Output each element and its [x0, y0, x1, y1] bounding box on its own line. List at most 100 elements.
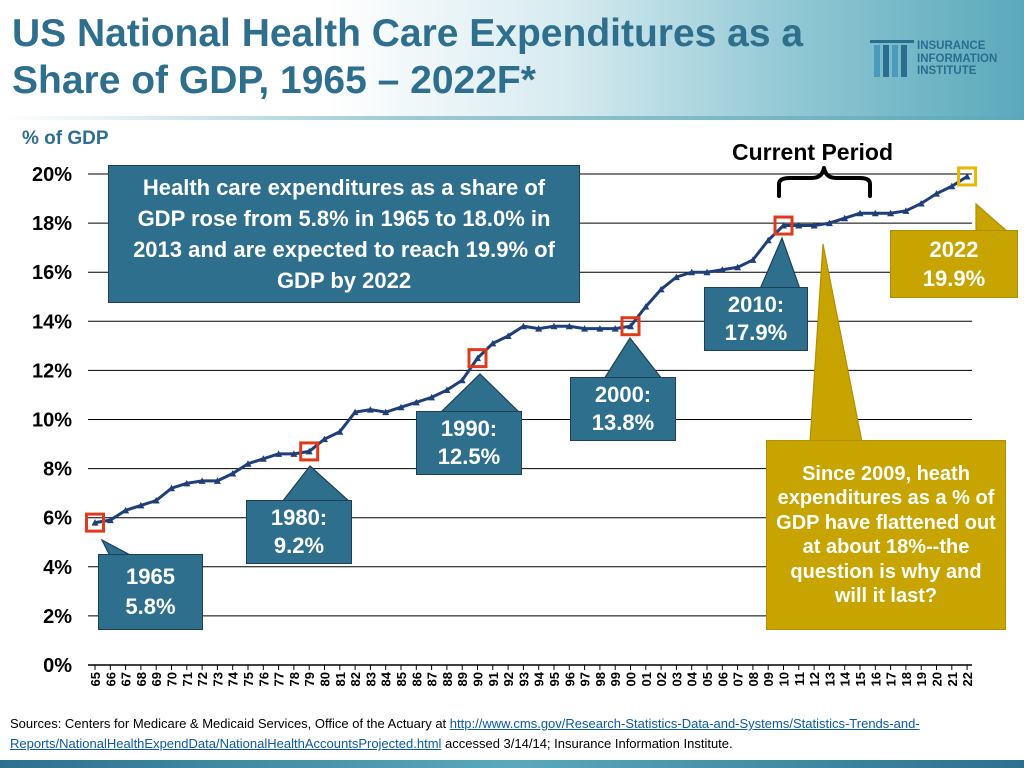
x-tick-label: 74 — [226, 671, 241, 686]
x-tick-label: 16 — [868, 672, 883, 686]
x-tick-label: 91 — [486, 672, 501, 686]
callout-1965-year: 1965 — [126, 564, 175, 589]
x-tick-label: 03 — [669, 672, 684, 686]
x-tick-label: 87 — [425, 672, 440, 686]
x-tick-label: 05 — [700, 672, 715, 686]
callout-1990-year: 1990: — [440, 416, 498, 441]
x-tick-label: 11 — [792, 672, 807, 686]
highlight-square — [299, 441, 320, 462]
logo-line: INFORMATION — [917, 52, 998, 65]
x-tick-label: 69 — [149, 672, 164, 686]
data-point — [871, 209, 879, 217]
callout-2010: 2010: 17.9% — [704, 287, 808, 351]
x-tick-label: 10 — [777, 672, 792, 686]
x-tick-label: 77 — [272, 672, 287, 686]
logo-text: INSURANCE INFORMATION INSTITUTE — [917, 40, 997, 78]
callout-2022-year: 2022 — [929, 237, 979, 262]
data-point — [275, 450, 283, 457]
callout-1980-value: 9.2% — [273, 533, 325, 558]
x-tick-label: 81 — [333, 672, 348, 686]
callout-2010-pointer — [759, 236, 801, 290]
callout-2010-year: 2010: — [727, 292, 785, 317]
highlight-square — [773, 215, 794, 236]
header-band — [0, 0, 1024, 118]
x-tick-label: 08 — [746, 672, 761, 686]
note-callout-text: Since 2009, heath expenditures as a % of… — [776, 462, 996, 608]
x-tick-label: 89 — [455, 672, 470, 686]
callout-1965: 1965 5.8% — [98, 554, 203, 630]
x-tick-label: 83 — [363, 672, 378, 686]
x-tick-label: 82 — [348, 672, 363, 686]
callout-1980-pointer — [280, 465, 352, 503]
x-tick-label: 88 — [440, 672, 455, 686]
data-point — [627, 322, 634, 330]
data-point — [734, 263, 742, 271]
x-tick-label: 65 — [88, 672, 103, 686]
sources-note: Sources: Centers for Medicare & Medicaid… — [10, 714, 1020, 754]
callout-2000: 2000: 13.8% — [570, 377, 676, 441]
x-tick-label: 95 — [547, 672, 562, 686]
sources-suffix: accessed 3/14/14; Insurance Information … — [441, 736, 733, 751]
x-tick-label: 07 — [731, 672, 746, 686]
data-point — [703, 268, 711, 276]
x-tick-label: 12 — [807, 672, 822, 686]
logo-line: INSURANCE — [917, 40, 986, 52]
data-point — [213, 477, 221, 484]
x-tick-label: 84 — [379, 671, 394, 686]
highlight-square — [620, 316, 641, 337]
data-point — [657, 285, 665, 293]
x-tick-label: 04 — [685, 671, 700, 686]
data-point — [474, 354, 481, 362]
y-tick-label: 14% — [32, 311, 72, 333]
y-tick-label: 12% — [32, 360, 72, 382]
x-tick-label: 96 — [562, 672, 577, 686]
data-point — [152, 497, 160, 504]
x-tick-label: 22 — [960, 672, 975, 686]
x-tick-label: 75 — [241, 672, 256, 686]
highlight-square — [957, 166, 978, 187]
x-tick-label: 97 — [578, 672, 593, 686]
x-tick-label: 68 — [134, 672, 149, 686]
y-tick-label: 16% — [32, 262, 72, 284]
callout-2010-value: 17.9% — [724, 320, 788, 345]
data-point — [718, 266, 726, 273]
callout-2000-value: 13.8% — [591, 410, 655, 435]
data-point — [336, 428, 344, 435]
callout-2000-pointer — [602, 336, 664, 380]
sources-prefix: Sources: Centers for Medicare & Medicaid… — [10, 716, 450, 731]
data-point — [887, 209, 895, 217]
data-point — [137, 501, 145, 509]
y-tick-label: 10% — [32, 410, 72, 432]
data-point — [933, 190, 940, 197]
data-point — [963, 172, 971, 180]
x-tick-label: 72 — [195, 672, 210, 686]
data-point — [397, 403, 405, 411]
data-point — [366, 406, 374, 413]
sources-link[interactable]: http://www.cms.gov/Research-Statistics-D… — [10, 716, 920, 751]
x-tick-label: 18 — [899, 672, 914, 686]
highlight-square — [85, 512, 105, 533]
data-point — [412, 398, 420, 406]
data-point — [565, 322, 573, 330]
callout-1980-year: 1980: — [270, 505, 328, 530]
callout-1965-value: 5.8% — [125, 594, 176, 619]
current-period-bracket — [777, 166, 872, 198]
x-tick-label: 78 — [287, 672, 302, 686]
y-tick-label: 20% — [32, 164, 72, 186]
data-point — [856, 209, 864, 217]
data-point — [917, 199, 925, 207]
x-tick-label: 70 — [165, 672, 180, 686]
data-point — [948, 182, 956, 190]
data-point — [122, 506, 130, 514]
x-tick-label: 92 — [501, 672, 516, 686]
data-point — [581, 325, 589, 332]
x-tick-label: 79 — [302, 672, 317, 686]
callout-2022-value: 19.9% — [922, 266, 986, 291]
x-tick-label: 80 — [318, 672, 333, 686]
x-tick-label: 93 — [516, 672, 531, 686]
x-tick-label: 13 — [822, 672, 837, 686]
x-tick-label: 06 — [715, 672, 730, 686]
data-point — [810, 222, 818, 229]
y-tick-label: 18% — [32, 213, 72, 235]
